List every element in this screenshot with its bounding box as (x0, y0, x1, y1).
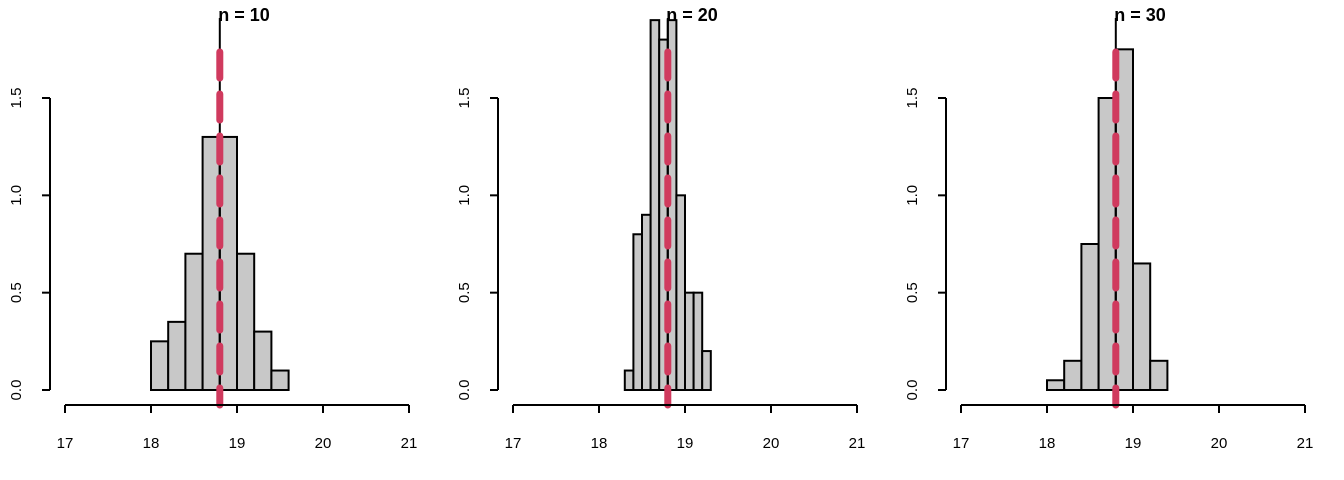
x-tick-label: 19 (677, 435, 694, 452)
histogram-bar (253, 330, 273, 392)
y-tick-label: 1.5 (8, 88, 25, 109)
x-tick-label: 21 (401, 435, 418, 452)
histogram-bar (184, 252, 204, 391)
y-tick-label: 0.0 (456, 380, 473, 401)
y-tick-label: 1.5 (456, 88, 473, 109)
histogram-bar (641, 213, 652, 391)
y-tick-label: 1.5 (904, 88, 921, 109)
x-tick-label: 21 (849, 435, 866, 452)
y-tick-label: 1.0 (456, 185, 473, 206)
histogram-bar (1149, 359, 1169, 391)
histogram-bar (701, 350, 712, 392)
x-tick-label: 20 (315, 435, 332, 452)
histogram-bar (632, 233, 644, 391)
histogram-bar (1132, 262, 1152, 392)
histogram-bar (623, 369, 635, 391)
histogram-bar (1063, 359, 1083, 391)
chart-panel-2: 17 18 19 20 21 0.0 0.5 1.0 1.5 n = 20 (456, 5, 865, 452)
histogram-bar (649, 19, 661, 392)
y-tick-label: 0.5 (904, 282, 921, 303)
x-tick-label: 19 (229, 435, 246, 452)
x-tick-label: 18 (1039, 435, 1056, 452)
chart-panel-3: 17 18 19 20 21 0.0 0.5 1.0 1.5 n = 30 (904, 5, 1313, 452)
y-tick-label: 0.0 (904, 380, 921, 401)
x-tick-label: 17 (505, 435, 522, 452)
histogram-bar (167, 320, 187, 391)
x-tick-label: 18 (143, 435, 160, 452)
x-tick-label: 17 (953, 435, 970, 452)
chart-panel-1: 17 18 19 20 21 0.0 0.5 1.0 1.5 n = 10 (8, 5, 417, 452)
panel-title: n = 30 (1114, 5, 1166, 25)
x-tick-label: 17 (57, 435, 74, 452)
x-tick-label: 20 (1211, 435, 1228, 452)
x-tick-label: 20 (763, 435, 780, 452)
histogram-bar (692, 291, 704, 391)
x-tick-label: 19 (1125, 435, 1142, 452)
y-tick-label: 0.5 (8, 282, 25, 303)
y-tick-label: 0.0 (8, 380, 25, 401)
histogram-bar (236, 252, 256, 391)
histogram-bar (684, 291, 695, 391)
histogram-bar (675, 194, 687, 391)
x-tick-label: 18 (591, 435, 608, 452)
histogram-bar (150, 340, 170, 392)
y-tick-label: 1.0 (8, 185, 25, 206)
panel-title: n = 10 (218, 5, 270, 25)
panel-title: n = 20 (666, 5, 718, 25)
x-tick-label: 21 (1297, 435, 1314, 452)
histogram-bar (1046, 379, 1066, 391)
histogram-bar (270, 369, 290, 391)
y-tick-label: 1.0 (904, 185, 921, 206)
histogram-bar (1080, 243, 1100, 391)
y-tick-label: 0.5 (456, 282, 473, 303)
